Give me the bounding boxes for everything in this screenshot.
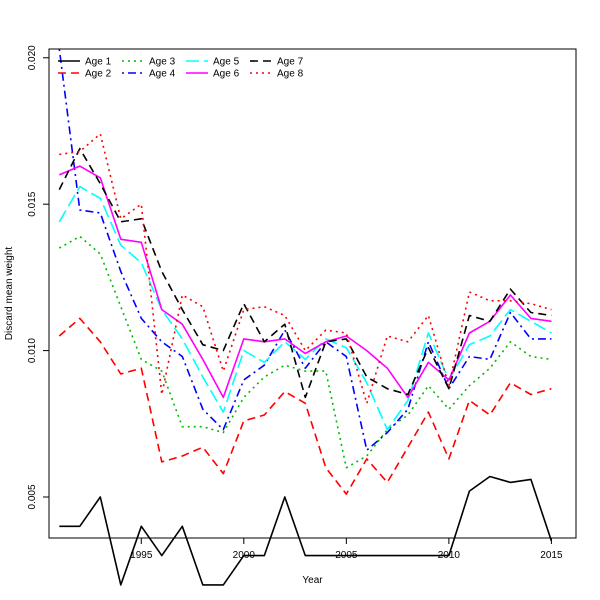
x-tick-label: 2015 [540, 550, 563, 561]
legend-label-age-2: Age 2 [85, 69, 112, 80]
legend-label-age-1: Age 1 [85, 57, 112, 68]
series-line-age-2 [58, 317, 552, 495]
legend-label-age-3: Age 3 [149, 57, 176, 68]
y-axis-label: Discard mean weight [4, 247, 15, 341]
series-line-age-3 [58, 235, 552, 469]
x-tick-label: 1995 [130, 550, 153, 561]
legend-label-age-6: Age 6 [213, 69, 240, 80]
legend-label-age-5: Age 5 [213, 57, 240, 68]
legend-label-age-8: Age 8 [277, 69, 304, 80]
series-line-age-7 [58, 147, 552, 399]
x-axis-label: Year [302, 575, 323, 586]
series-line-age-6 [58, 165, 552, 399]
series-line-age-8 [59, 133, 552, 405]
y-tick-label: 0.020 [27, 45, 38, 70]
y-tick-label: 0.010 [27, 338, 38, 363]
series-layer [58, 48, 553, 586]
legend-label-age-7: Age 7 [277, 57, 304, 68]
series-line-age-4 [58, 48, 552, 452]
y-tick-label: 0.015 [27, 191, 38, 216]
series-line-age-1 [59, 475, 553, 586]
legend-label-age-4: Age 4 [149, 69, 176, 80]
y-tick-label: 0.005 [27, 484, 38, 509]
series-line-age-5 [58, 185, 552, 431]
plot-frame [48, 48, 577, 539]
